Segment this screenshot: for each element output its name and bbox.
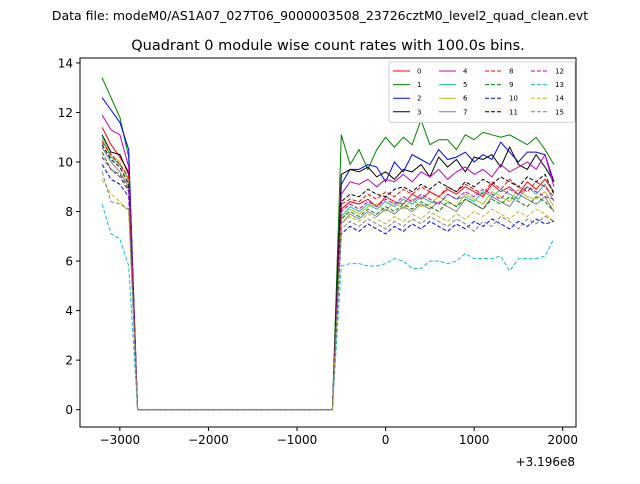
series-line-15 [101, 171, 555, 411]
series-line-8 [101, 141, 555, 411]
y-tick-label: 8 [65, 205, 73, 219]
legend-label-6: 6 [463, 95, 468, 103]
x-tick-label: −1000 [277, 433, 318, 447]
y-tick-label: 4 [65, 304, 73, 318]
x-axis-offset-label: +3.196e8 [516, 455, 575, 469]
x-tick-label: 1000 [459, 433, 490, 447]
legend-label-13: 13 [555, 81, 564, 89]
series-line-14 [101, 179, 555, 411]
legend-label-14: 14 [555, 95, 564, 103]
series-line-5 [101, 139, 555, 411]
y-tick-label: 2 [65, 354, 73, 368]
y-tick-label: 6 [65, 255, 73, 269]
series-line-12 [101, 156, 555, 411]
legend-label-8: 8 [509, 68, 513, 76]
legend-label-12: 12 [555, 68, 564, 76]
legend-box [388, 61, 576, 123]
plot-frame [79, 57, 577, 428]
x-tick-label: −3000 [100, 433, 141, 447]
y-tick-label: 10 [58, 156, 73, 170]
series-line-13 [101, 203, 555, 411]
legend-label-1: 1 [417, 81, 421, 89]
x-tick-label: −2000 [188, 433, 229, 447]
legend-label-11: 11 [509, 108, 518, 116]
series-line-2 [101, 97, 555, 411]
figure-suptitle: Data file: modeM0/AS1A07_027T06_90000035… [52, 8, 588, 23]
series-line-6 [101, 136, 555, 411]
chart-title: Quadrant 0 module wise count rates with … [131, 38, 525, 54]
legend-label-10: 10 [509, 95, 518, 103]
legend-label-4: 4 [463, 68, 468, 76]
series-line-11 [101, 144, 555, 411]
y-tick-label: 12 [58, 106, 73, 120]
legend-label-7: 7 [463, 108, 467, 116]
series-line-3 [101, 134, 555, 411]
legend-label-5: 5 [463, 81, 467, 89]
series-layer [101, 77, 555, 411]
series-line-0 [101, 127, 555, 411]
series-line-1 [101, 77, 555, 411]
series-line-10 [101, 164, 555, 411]
legend-label-2: 2 [417, 95, 421, 103]
x-tick-label: 0 [382, 433, 390, 447]
legend-label-9: 9 [509, 81, 513, 89]
x-tick-label: 2000 [547, 433, 578, 447]
legend-label-0: 0 [417, 68, 421, 76]
y-tick-label: 14 [58, 56, 73, 70]
series-line-7 [101, 146, 555, 411]
y-tick-label: 0 [65, 403, 73, 417]
series-line-4 [101, 114, 555, 411]
legend-label-15: 15 [555, 108, 564, 116]
legend-label-3: 3 [417, 108, 421, 116]
